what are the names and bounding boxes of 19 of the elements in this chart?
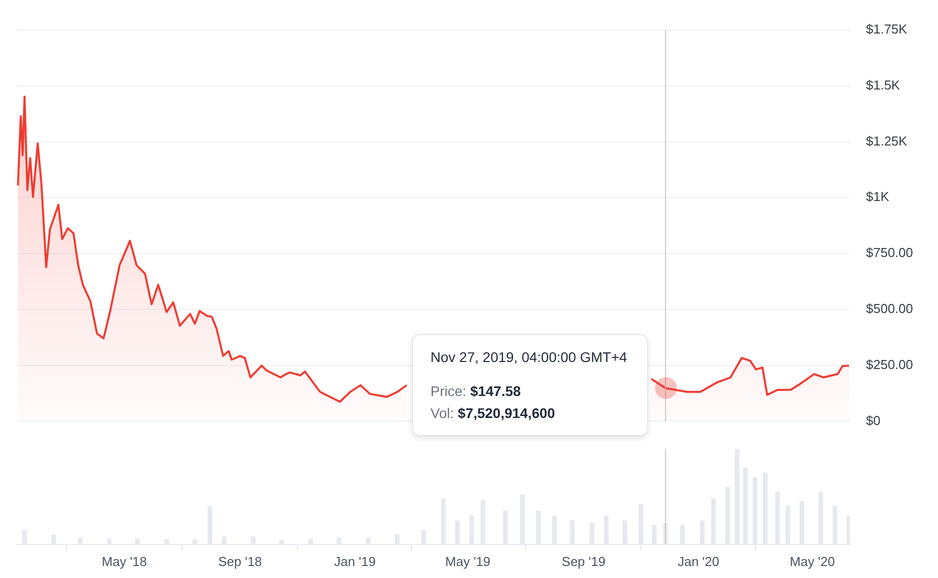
- annotation: Vol: $7,520,914,600: [430, 405, 556, 422]
- annotation: Price: $147.58: [430, 383, 521, 400]
- y-tick-label: $1.25K: [866, 133, 908, 148]
- tooltip: Nov 27, 2019, 04:00:00 GMT+4 Price: $147.58 Vol: $7,520,914,600: [412, 334, 648, 436]
- x-tick-label: May '19: [445, 554, 490, 569]
- x-tick-label: May '18: [102, 554, 147, 569]
- y-tick-label: $500.00: [866, 301, 913, 316]
- y-tick-label: $1.75K: [866, 22, 908, 37]
- y-tick-label: $1K: [866, 189, 890, 204]
- x-tick-label: Jan '20: [678, 554, 720, 569]
- x-tick-label: Sep '18: [218, 554, 262, 569]
- x-tick-label: Jan '19: [334, 554, 376, 569]
- x-tick-label: Sep '19: [562, 554, 606, 569]
- y-tick-label: $250.00: [866, 356, 913, 372]
- y-tick-label: $0: [866, 412, 880, 428]
- x-tick-label: May '20: [790, 554, 835, 569]
- annotation: Nov 27, 2019, 04:00:00 GMT+4: [430, 349, 628, 366]
- y-tick-label: $750.00: [866, 245, 913, 260]
- y-tick-label: $1.5K: [866, 77, 900, 92]
